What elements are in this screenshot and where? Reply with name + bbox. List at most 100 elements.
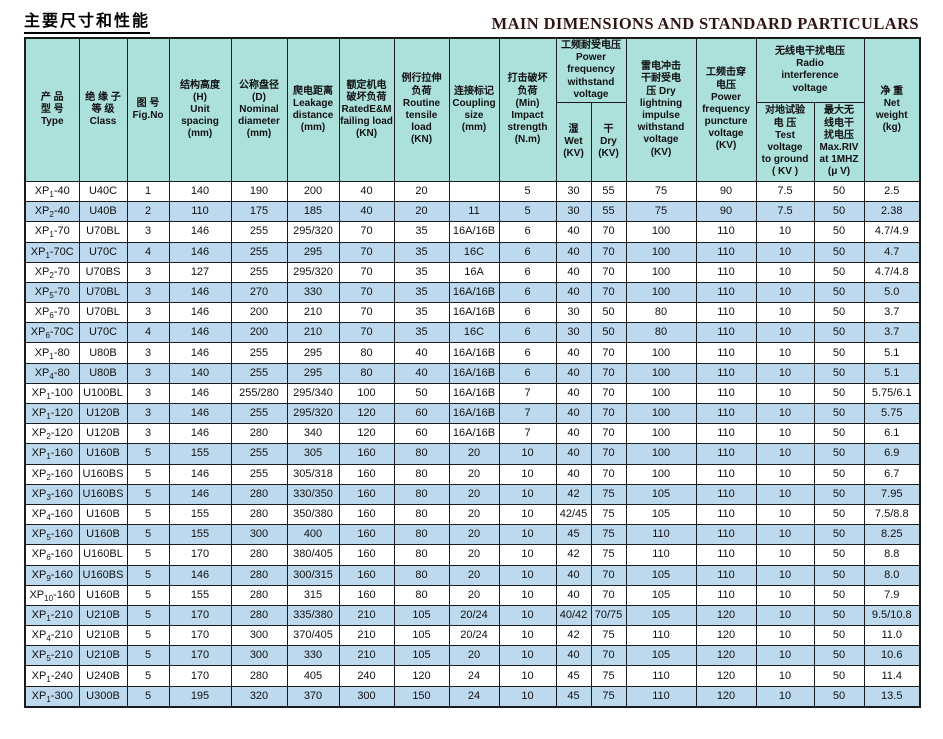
col-header-puncture-voltage: 工频击穿 电压 Power frequency puncture voltage… — [695, 37, 757, 182]
col-header-wet: 湿 Wet (KV) — [555, 101, 592, 182]
cell-routine-load: 80 — [393, 584, 450, 606]
cell-nominal-diameter: 255 — [230, 241, 288, 263]
cell-class: U40B — [78, 201, 128, 223]
cell-wet-kv: 45 — [555, 524, 592, 546]
cell-type: XP4-160 — [24, 503, 80, 526]
cell-lightning-impulse-kv: 100 — [625, 261, 697, 283]
cell-nominal-diameter: 255 — [230, 463, 288, 485]
cell-net-weight-kg: 3.7 — [863, 322, 921, 344]
cell-lightning-impulse-kv: 100 — [625, 342, 697, 364]
cell-max-riv-uv: 50 — [813, 402, 865, 425]
cell-lightning-impulse-kv: 100 — [625, 443, 697, 465]
cell-test-voltage-kv: 10 — [755, 503, 815, 526]
cell-leakage-distance: 330 — [286, 281, 340, 304]
cell-dry-kv: 75 — [590, 625, 627, 647]
col-header-lightning-impulse: 雷电冲击 干耐受电 压 Dry lightning impulse withst… — [625, 37, 697, 182]
cell-routine-load: 80 — [393, 564, 450, 586]
cell-wet-kv: 30 — [555, 180, 592, 203]
cell-puncture-voltage-kv: 120 — [695, 625, 757, 647]
cell-net-weight-kg: 7.9 — [863, 584, 921, 606]
cell-lightning-impulse-kv: 110 — [625, 685, 697, 708]
cell-coupling-size: 20 — [448, 645, 500, 667]
cell-fig-no: 5 — [126, 665, 170, 687]
specifications-table: 产 品 型 号 Type 绝 缘 子 等 级 Class 图 号 Fig.No … — [24, 37, 921, 708]
cell-net-weight-kg: 2.5 — [863, 180, 921, 203]
cell-routine-load: 105 — [393, 604, 450, 627]
cell-rated-load: 160 — [338, 524, 395, 546]
cell-type: XP6-160 — [24, 544, 80, 566]
cell-dry-kv: 70 — [590, 221, 627, 243]
cell-rated-load: 160 — [338, 503, 395, 526]
cell-fig-no: 3 — [126, 221, 170, 243]
cell-puncture-voltage-kv: 110 — [695, 261, 757, 283]
cell-leakage-distance: 295/320 — [286, 221, 340, 243]
cell-wet-kv: 30 — [555, 201, 592, 223]
cell-impact-strength: 6 — [498, 281, 557, 304]
cell-fig-no: 3 — [126, 302, 170, 324]
cell-leakage-distance: 300/315 — [286, 564, 340, 586]
cell-max-riv-uv: 50 — [813, 604, 865, 627]
cell-routine-load: 120 — [393, 665, 450, 687]
cell-leakage-distance: 400 — [286, 524, 340, 546]
cell-nominal-diameter: 255 — [230, 362, 288, 384]
cell-routine-load: 105 — [393, 645, 450, 667]
cell-type: XP2-120 — [24, 423, 80, 445]
cell-dry-kv: 75 — [590, 685, 627, 708]
cell-wet-kv: 40 — [555, 423, 592, 445]
cell-nominal-diameter: 255 — [230, 402, 288, 425]
cell-max-riv-uv: 50 — [813, 180, 865, 203]
cell-net-weight-kg: 11.4 — [863, 665, 921, 687]
cell-rated-load: 100 — [338, 382, 395, 405]
cell-type: XP1-40 — [24, 180, 80, 203]
cell-type: XP5-160 — [24, 524, 80, 546]
cell-net-weight-kg: 4.7/4.8 — [863, 261, 921, 283]
table-row: XP1-70 U70BL 3 146 255 295/320 70 35 16A/16B 6 40 7… — [24, 221, 921, 243]
cell-unit-spacing: 127 — [168, 261, 232, 283]
cell-dry-kv: 70 — [590, 423, 627, 445]
cell-unit-spacing: 146 — [168, 564, 232, 586]
cell-leakage-distance: 210 — [286, 322, 340, 344]
cell-puncture-voltage-kv: 110 — [695, 503, 757, 526]
cell-rated-load: 40 — [338, 201, 395, 223]
cell-class: U70BL — [78, 302, 128, 324]
cell-dry-kv: 70 — [590, 382, 627, 405]
cell-routine-load: 80 — [393, 483, 450, 505]
cell-fig-no: 5 — [126, 463, 170, 485]
cell-class: U80B — [78, 362, 128, 384]
cell-impact-strength: 7 — [498, 402, 557, 425]
table-row: XP1-300 U300B 5 195 320 370 300 150 24 10 45 75 110 1… — [24, 685, 921, 708]
col-header-dry: 干 Dry (KV) — [590, 101, 627, 182]
cell-puncture-voltage-kv: 110 — [695, 342, 757, 364]
cell-wet-kv: 30 — [555, 302, 592, 324]
cell-impact-strength: 10 — [498, 604, 557, 627]
cell-leakage-distance: 295/340 — [286, 382, 340, 405]
cell-lightning-impulse-kv: 105 — [625, 503, 697, 526]
cell-max-riv-uv: 50 — [813, 261, 865, 283]
cell-puncture-voltage-kv: 110 — [695, 402, 757, 425]
cell-lightning-impulse-kv: 100 — [625, 362, 697, 384]
cell-test-voltage-kv: 10 — [755, 261, 815, 283]
cell-rated-load: 160 — [338, 584, 395, 606]
cell-puncture-voltage-kv: 110 — [695, 221, 757, 243]
cell-unit-spacing: 170 — [168, 625, 232, 647]
cell-coupling-size: 16A/16B — [448, 382, 500, 405]
cell-coupling-size: 16C — [448, 322, 500, 344]
cell-lightning-impulse-kv: 110 — [625, 625, 697, 647]
cell-dry-kv: 75 — [590, 544, 627, 566]
cell-puncture-voltage-kv: 110 — [695, 483, 757, 505]
col-header-leakage-distance: 爬电距离 Leakage distance (mm) — [286, 37, 340, 182]
cell-routine-load: 35 — [393, 322, 450, 344]
cell-test-voltage-kv: 10 — [755, 483, 815, 505]
cell-routine-load: 105 — [393, 625, 450, 647]
cell-test-voltage-kv: 10 — [755, 221, 815, 243]
cell-routine-load: 150 — [393, 685, 450, 708]
cell-routine-load: 20 — [393, 201, 450, 223]
cell-puncture-voltage-kv: 110 — [695, 544, 757, 566]
cell-max-riv-uv: 50 — [813, 443, 865, 465]
cell-impact-strength: 5 — [498, 180, 557, 203]
col-header-unit-spacing: 结构高度 (H) Unit spacing (mm) — [168, 37, 232, 182]
cell-net-weight-kg: 5.75/6.1 — [863, 382, 921, 405]
cell-unit-spacing: 146 — [168, 241, 232, 263]
cell-nominal-diameter: 300 — [230, 625, 288, 647]
cell-rated-load: 40 — [338, 180, 395, 203]
